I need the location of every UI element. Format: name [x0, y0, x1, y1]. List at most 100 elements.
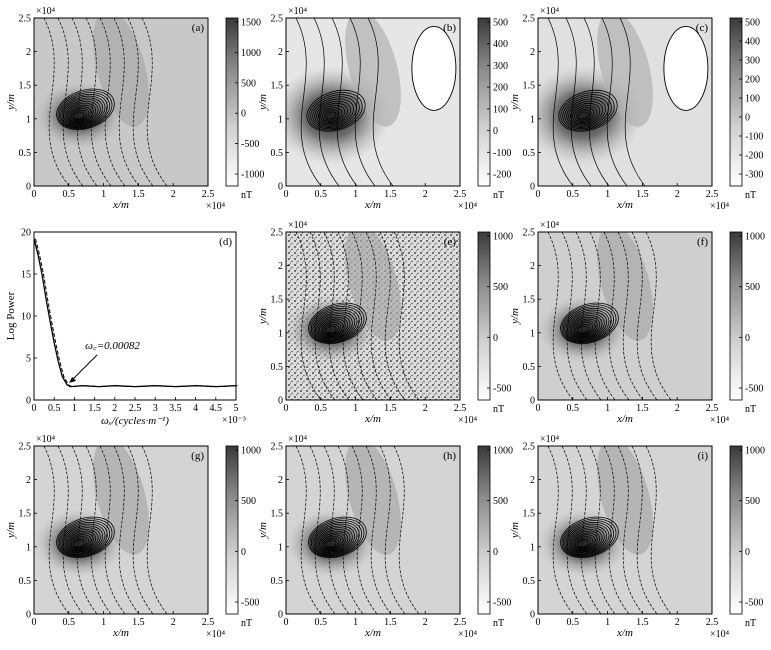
contour-line [560, 92, 615, 131]
contour-line [365, 232, 392, 400]
colorbar [729, 231, 743, 401]
y-tick-label: 0.5 [271, 576, 284, 587]
y-tick-label: 2 [530, 261, 535, 272]
contour-line [127, 446, 154, 614]
contour-line [64, 99, 101, 126]
x-tick-label: 1 [605, 617, 610, 628]
x-exponent: ×10⁴ [458, 415, 478, 426]
plot-frame [537, 445, 713, 615]
colorbar-tick-label: 0 [493, 547, 498, 558]
y-tick-label: 1 [530, 328, 535, 339]
low-contour [411, 25, 457, 111]
anomaly-shading [34, 81, 125, 150]
contour-line [71, 18, 98, 186]
contour-line [309, 304, 365, 344]
contour-line [113, 18, 140, 186]
y-tick-label: 0 [530, 396, 535, 407]
x-tick-label: 1.5 [636, 617, 649, 628]
contour-line [316, 313, 353, 340]
contour-line [308, 516, 367, 558]
contour-line [337, 446, 364, 614]
y-tick-label: 1.5 [19, 81, 32, 92]
contour-line [572, 532, 598, 551]
x-tick-label: 2 [112, 403, 117, 414]
colorbar-tick-label: 1000 [241, 48, 261, 59]
colorbar-tick-label: -100 [745, 132, 763, 143]
y-tick-label: 0.5 [271, 148, 284, 159]
contour-line [310, 94, 360, 130]
contour-line [295, 446, 322, 614]
x-exponent: ×10⁴ [458, 201, 478, 212]
contour-line [337, 232, 364, 400]
colorbar-tick-label: 1000 [493, 446, 513, 457]
y-tick-label: 2 [278, 475, 283, 486]
x-tick-label: 1 [353, 403, 358, 414]
y-tick-label: 0 [26, 396, 31, 407]
colorbar-unit: nT [493, 404, 504, 415]
power-spectrum-line [33, 238, 237, 388]
contour-line [562, 306, 615, 343]
y-tick-label: 1 [278, 114, 283, 125]
anomaly-shading [34, 509, 125, 578]
y-axis-label: y/m [257, 308, 269, 325]
x-tick-label: 4.5 [210, 403, 223, 414]
contour-line [141, 18, 168, 186]
y-tick-label: 2.5 [523, 442, 536, 453]
contour-line [562, 94, 612, 130]
x-tick-label: 0 [32, 189, 37, 200]
x-tick-label: 0.5 [315, 189, 328, 200]
y-tick-label: 0.5 [271, 362, 284, 373]
ridge-shading [93, 446, 149, 555]
contour-line [379, 232, 406, 400]
y-tick-label: 2 [278, 261, 283, 272]
contour-line [73, 539, 85, 548]
contour-line [325, 325, 337, 334]
y-tick-label: 0 [530, 610, 535, 621]
contour-line [619, 18, 646, 186]
y-axis-label: y/m [257, 522, 269, 539]
contour-line [601, 18, 628, 186]
y-tick-label: 0.5 [19, 576, 32, 587]
colorbar-tick-label: 100 [745, 94, 760, 105]
contour-line [43, 446, 70, 614]
annotation-label: ω꜀=0.00082 [85, 340, 140, 352]
contour-line [575, 232, 602, 400]
colorbar-tick-label: 500 [241, 78, 256, 89]
x-tick-label: 0 [536, 617, 541, 628]
x-tick-label: 3 [153, 403, 158, 414]
y-tick-label: 10 [21, 312, 31, 323]
colorbar-tick-label: -500 [493, 598, 511, 609]
colorbar-tick-label: -200 [493, 170, 511, 181]
y-tick-label: 0 [26, 182, 31, 193]
colorbar-tick-label: 0 [241, 547, 246, 558]
contour-line [570, 102, 601, 125]
x-tick-label: 5 [234, 403, 239, 414]
contour-line [617, 446, 644, 614]
x-tick-label: 2 [423, 617, 428, 628]
contour-line [309, 232, 336, 400]
y-tick-label: 0 [26, 610, 31, 621]
contour-line [547, 18, 574, 186]
x-tick-label: 2 [675, 617, 680, 628]
plot-frame [537, 17, 713, 187]
panel-label: (b) [443, 22, 456, 34]
panel-label: (f) [697, 236, 708, 248]
contour-line [324, 537, 339, 549]
anomaly-shading [538, 509, 629, 578]
contour-line [561, 518, 617, 558]
map-panel-b: (b) 0 0.5 1 1.5 2 2.5 0 0.5 1 1.5 2 2.5 x/m ×10⁴ ×10⁴ y/… [257, 6, 511, 212]
y-tick-label: 2 [530, 47, 535, 58]
contour-line [72, 109, 87, 121]
x-exponent: ×10⁻³ [222, 415, 246, 426]
low-contour [663, 25, 709, 111]
contour-line [57, 518, 113, 558]
colorbar-tick-label: -500 [745, 598, 763, 609]
x-tick-label: 1 [605, 403, 610, 414]
contour-line [574, 107, 595, 122]
y-tick-label: 1 [278, 328, 283, 339]
contour-line [325, 539, 337, 548]
colorbar-tick-label: 0 [745, 333, 750, 344]
contour-line [323, 232, 350, 400]
y-tick-label: 2.5 [523, 228, 536, 239]
contour-line [589, 446, 616, 614]
